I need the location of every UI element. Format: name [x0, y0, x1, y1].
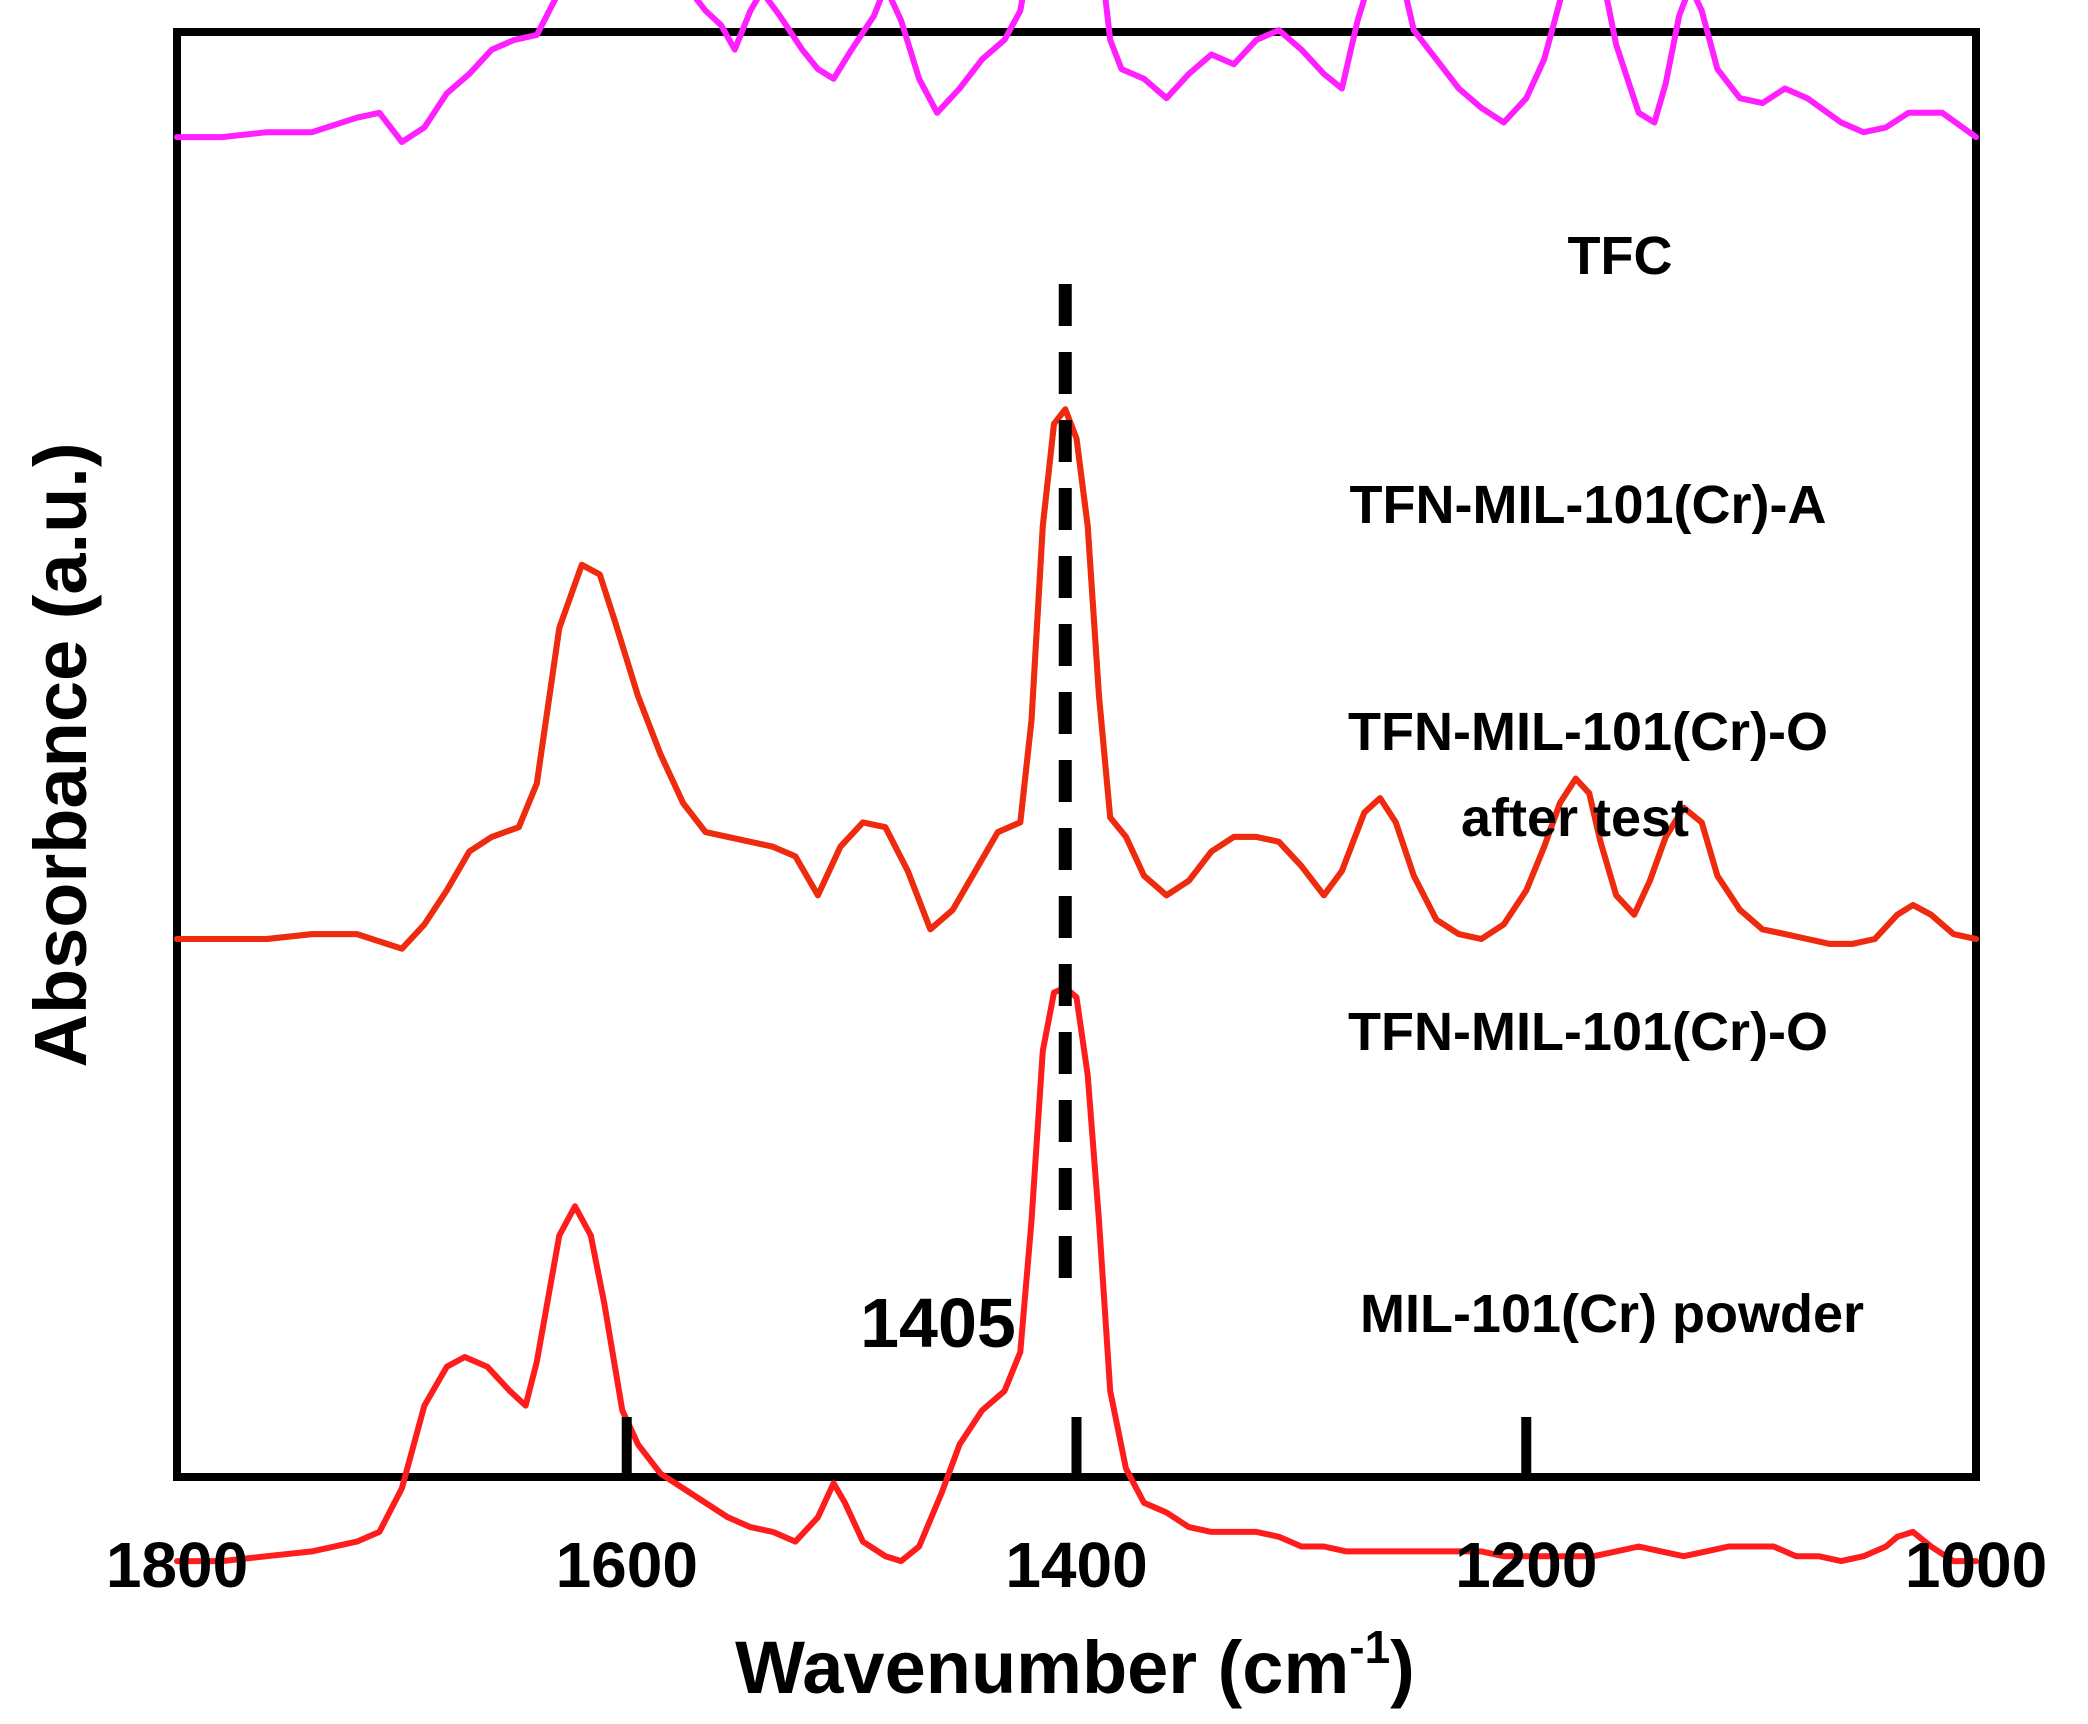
series-label-tfn-a: TFN-MIL-101(Cr)-A	[1350, 475, 1827, 535]
series-line-4	[174, 984, 1979, 1565]
x-axis-ticks	[621, 1417, 1532, 1477]
x-tick-label-1000: 1000	[1905, 1529, 2047, 1601]
x-axis-label-text: Wavenumber (cm	[735, 1626, 1349, 1709]
series-label-mil-powder: MIL-101(Cr) powder	[1360, 1284, 1864, 1344]
x-tick-label-1400: 1400	[1005, 1529, 1147, 1601]
series-label-tfn-o: TFN-MIL-101(Cr)-O	[1348, 1002, 1828, 1062]
spectra-traces	[174, 0, 1979, 1565]
series-label-tfn-o-after-line2: after test	[1461, 788, 1689, 848]
x-tick-label-1800: 1800	[106, 1529, 248, 1601]
x-axis-label-close: )	[1390, 1626, 1415, 1709]
x-tick-label-1200: 1200	[1455, 1529, 1597, 1601]
series-line-3	[174, 406, 1979, 952]
series-line-2	[174, 0, 1979, 145]
y-axis-label: Absorbance (a.u.)	[19, 443, 102, 1068]
series-label-tfc: TFC	[1568, 226, 1673, 286]
x-axis-label-superscript: -1	[1349, 1621, 1390, 1673]
plot-frame	[173, 28, 1980, 1481]
series-label-tfn-o-after: TFN-MIL-101(Cr)-O	[1348, 702, 1828, 762]
x-tick-label-1600: 1600	[556, 1529, 698, 1601]
annotation-1405: 1405	[860, 1284, 1016, 1362]
x-axis-label: Wavenumber (cm-1)	[735, 1621, 1415, 1709]
